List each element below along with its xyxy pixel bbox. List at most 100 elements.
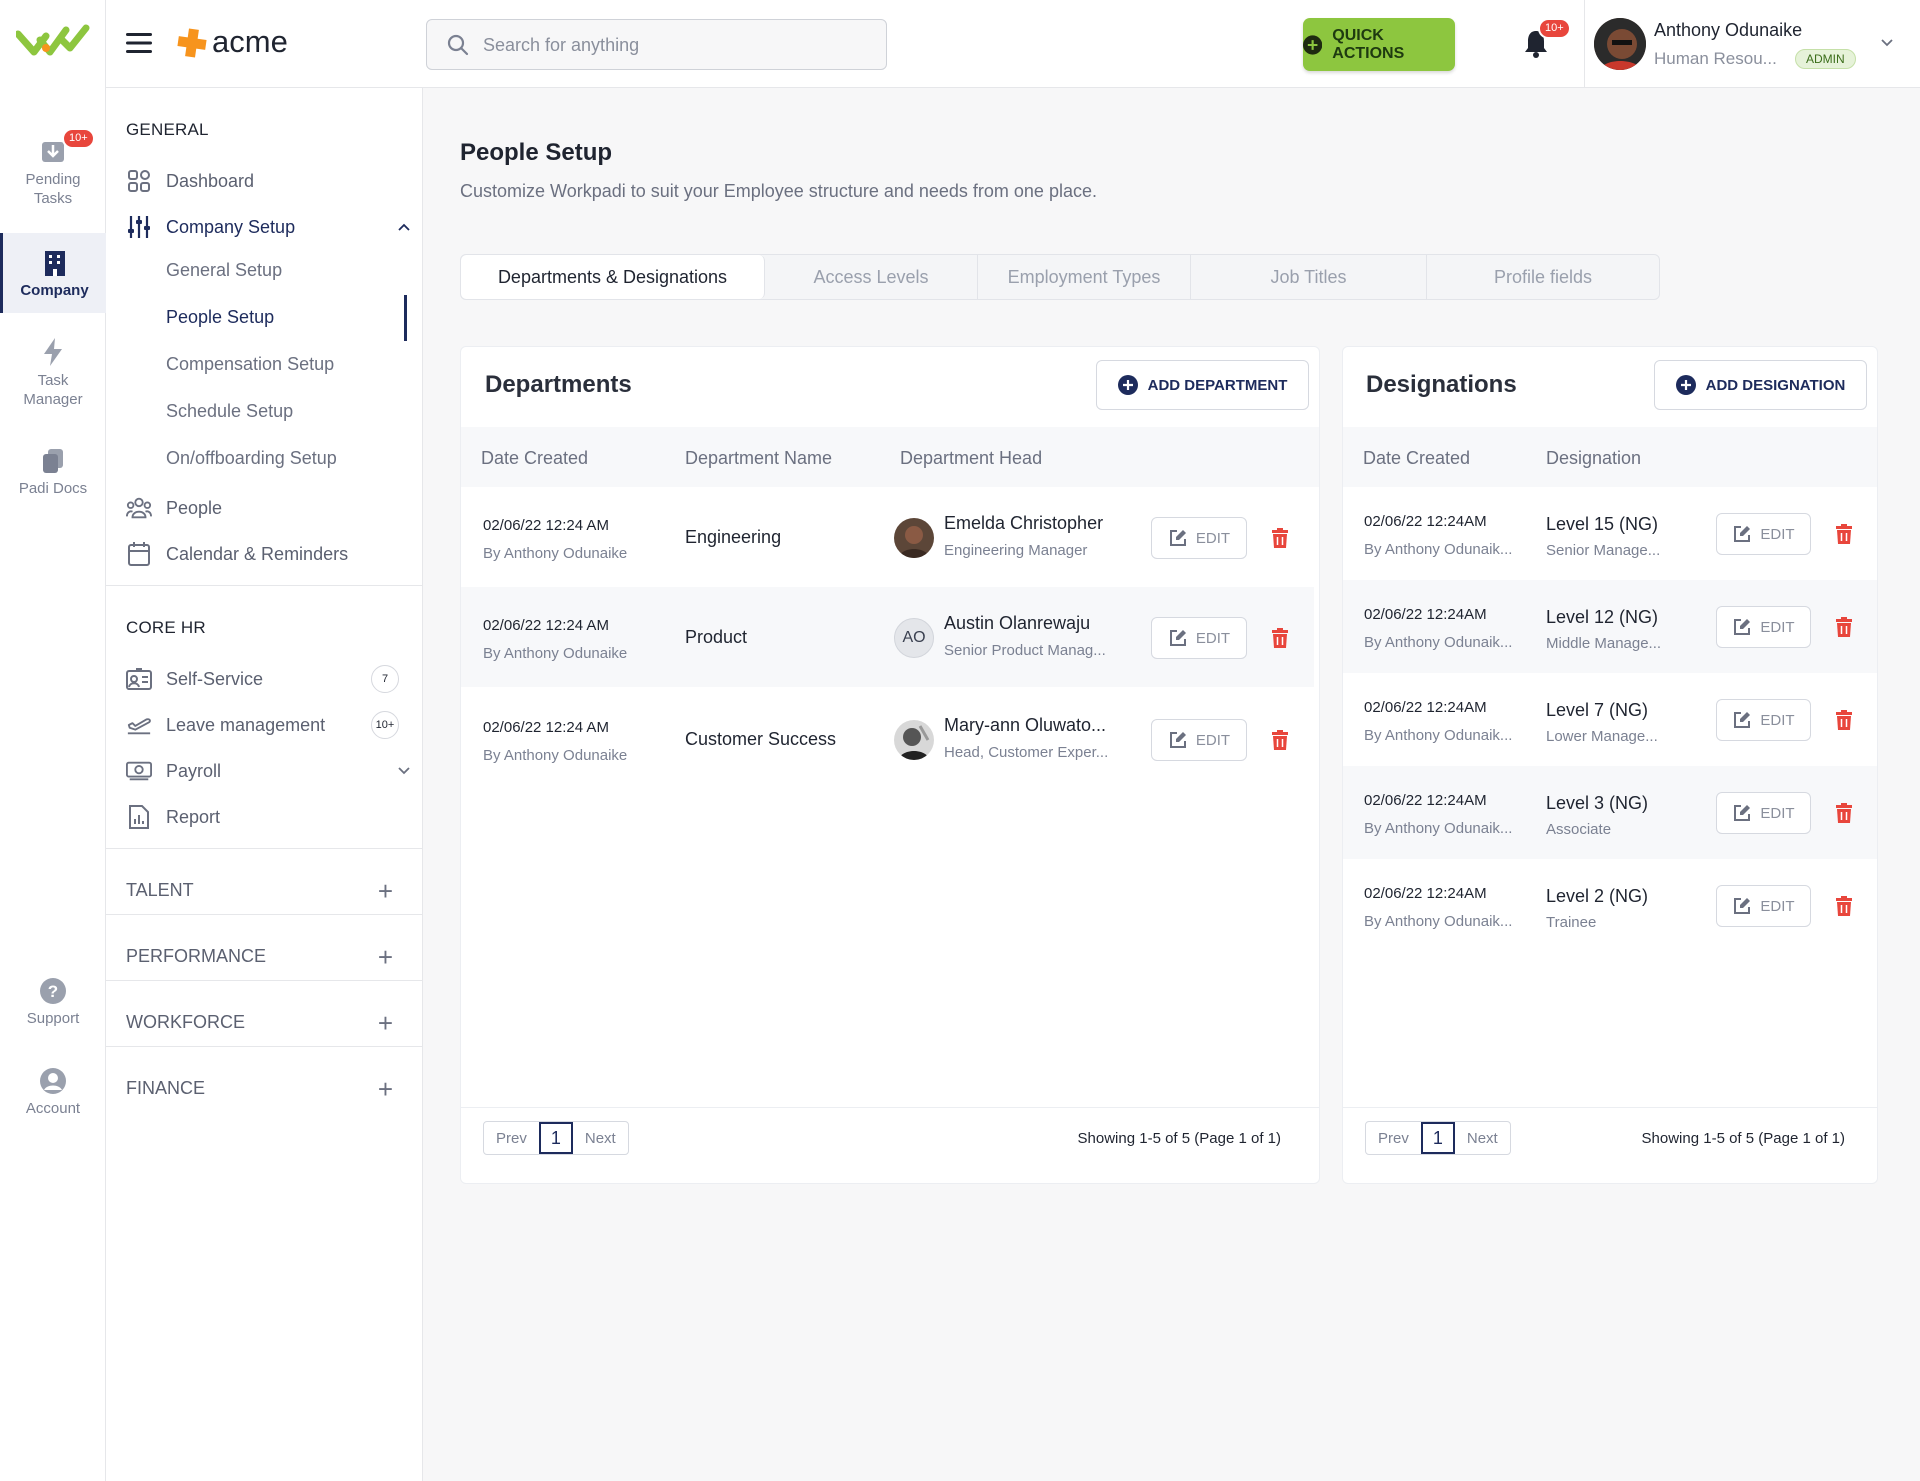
table-row[interactable]: 02/06/22 12:24 AM By Anthony Odunaike Pr… [461, 587, 1314, 687]
edit-button[interactable]: EDIT [1716, 885, 1811, 927]
trash-icon[interactable] [1833, 802, 1855, 824]
add-designation-button[interactable]: ADD DESIGNATION [1654, 360, 1867, 410]
workpadi-logo[interactable] [16, 18, 90, 64]
search-input[interactable]: Search for anything [483, 35, 640, 55]
sidebar-subitem-general-setup[interactable]: General Setup [166, 260, 283, 280]
department-head-name: Austin Olanrewaju [944, 613, 1091, 633]
rail-support[interactable]: ? Support [0, 977, 106, 1028]
table-row[interactable]: 02/06/22 12:24AM By Anthony Odunaik... L… [1343, 580, 1877, 673]
sidebar-divider [106, 848, 423, 849]
hamburger-menu-icon[interactable] [126, 32, 152, 54]
plus-icon[interactable]: + [377, 876, 393, 906]
designation-level: Trainee [1546, 914, 1597, 931]
table-row[interactable]: 02/06/22 12:24 AM By Anthony Odunaike En… [461, 487, 1319, 587]
rail-task-manager[interactable]: Task Manager [0, 337, 106, 409]
sidebar-group-workforce[interactable]: WORKFORCE + [126, 1008, 411, 1038]
edit-button[interactable]: EDIT [1716, 513, 1811, 555]
rail-account[interactable]: Account [0, 1067, 106, 1118]
tab-departments-designations[interactable]: Departments & Designations [461, 255, 765, 299]
sidebar-item-company-setup[interactable]: Company Setup [126, 210, 411, 244]
brand-name: acme [212, 24, 288, 59]
plus-icon[interactable]: + [377, 1008, 393, 1038]
designation-level: Lower Manage... [1546, 728, 1658, 745]
trash-icon[interactable] [1833, 616, 1855, 638]
table-row[interactable]: 02/06/22 12:24 AM By Anthony Odunaike Cu… [461, 689, 1319, 789]
trash-icon[interactable] [1269, 729, 1291, 751]
quick-actions-label: QUICK ACTIONS [1332, 26, 1405, 62]
group-label: WORKFORCE [126, 1012, 245, 1032]
svg-text:?: ? [48, 982, 58, 1001]
rail-padi-docs[interactable]: Padi Docs [0, 447, 106, 498]
edit-button[interactable]: EDIT [1716, 792, 1811, 834]
sidebar-subitem-schedule-setup[interactable]: Schedule Setup [166, 401, 294, 421]
departments-card: Departments ADD DEPARTMENT Date Created … [460, 346, 1320, 1184]
quick-actions-button[interactable]: QUICK ACTIONS [1303, 18, 1455, 71]
sidebar-subitem-onoffboarding-setup[interactable]: On/offboarding Setup [166, 448, 337, 468]
designation-name: Level 7 (NG) [1546, 700, 1649, 720]
table-row[interactable]: 02/06/22 12:24AM By Anthony Odunaik... L… [1343, 487, 1877, 580]
page-number[interactable]: 1 [1420, 1122, 1455, 1154]
edit-button[interactable]: EDIT [1151, 517, 1247, 559]
next-button[interactable]: Next [1466, 1129, 1498, 1147]
plus-icon[interactable]: + [377, 1074, 393, 1104]
edit-button[interactable]: EDIT [1716, 699, 1811, 741]
edit-button[interactable]: EDIT [1716, 606, 1811, 648]
trash-icon[interactable] [1833, 709, 1855, 731]
chevron-down-icon[interactable] [397, 766, 411, 776]
sidebar-item-people[interactable]: People [126, 491, 411, 525]
sidebar-item-leave-management[interactable]: Leave management 10+ [126, 708, 411, 742]
trash-icon[interactable] [1833, 523, 1855, 545]
sidebar-item-label: Report [166, 806, 221, 827]
chevron-down-icon[interactable] [1880, 38, 1894, 48]
section-title-core-hr: CORE HR [126, 618, 206, 637]
pending-badge: 10+ [62, 128, 95, 149]
table-row[interactable]: 02/06/22 12:24AM By Anthony Odunaik... L… [1343, 766, 1877, 859]
sidebar-group-finance[interactable]: FINANCE + [126, 1074, 411, 1104]
rail-label: Pending [25, 171, 81, 188]
edit-icon [1169, 732, 1186, 748]
user-avatar[interactable] [1594, 18, 1646, 70]
plus-icon[interactable]: + [377, 942, 393, 972]
tab-profile-fields[interactable]: Profile fields [1493, 266, 1593, 287]
edit-button[interactable]: EDIT [1151, 719, 1247, 761]
department-head-name: Mary-ann Oluwato... [944, 715, 1107, 735]
card-footer-divider [461, 1107, 1319, 1108]
tab-employment-types[interactable]: Employment Types [978, 255, 1191, 299]
top-bar: acme Search for anything QUICK ACTIONS 1… [106, 0, 1920, 88]
table-row[interactable]: 02/06/22 12:24AM By Anthony Odunaik... L… [1343, 673, 1877, 766]
tab-job-titles[interactable]: Job Titles [1191, 255, 1427, 299]
chevron-up-icon[interactable] [397, 222, 411, 232]
add-department-label: ADD DEPARTMENT [1147, 376, 1288, 394]
notifications-button[interactable]: 10+ [1522, 18, 1571, 62]
trash-icon[interactable] [1833, 895, 1855, 917]
sidebar-group-talent[interactable]: TALENT + [126, 876, 411, 906]
add-department-button[interactable]: ADD DEPARTMENT [1096, 360, 1309, 410]
table-row[interactable]: 02/06/22 12:24AM By Anthony Odunaik... L… [1343, 859, 1877, 952]
rail-pending-tasks[interactable]: Pending Tasks 10+ [0, 128, 106, 208]
rail-label: Support [26, 1010, 80, 1027]
search-box[interactable]: Search for anything [426, 19, 887, 70]
sidebar-group-performance[interactable]: PERFORMANCE + [126, 942, 411, 972]
page-number[interactable]: 1 [538, 1122, 573, 1154]
edit-button[interactable]: EDIT [1151, 617, 1247, 659]
rail-company[interactable]: Company [0, 233, 106, 313]
created-by: By Anthony Odunaik... [1364, 541, 1513, 558]
tab-access-levels[interactable]: Access Levels [765, 255, 978, 299]
sidebar-subitem-people-setup[interactable]: People Setup [166, 307, 275, 327]
rail-label: Manager [23, 391, 83, 408]
next-button[interactable]: Next [584, 1129, 616, 1147]
sidebar-item-report[interactable]: Report [126, 800, 411, 834]
avatar-photo [894, 518, 934, 558]
sidebar-item-self-service[interactable]: Self-Service 7 [126, 662, 411, 696]
grid-icon [128, 170, 150, 192]
sidebar-item-dashboard[interactable]: Dashboard [126, 164, 411, 198]
download-tray-icon [42, 142, 64, 162]
sidebar-item-label: Self-Service [166, 668, 264, 689]
trash-icon[interactable] [1269, 627, 1291, 649]
sidebar-item-payroll[interactable]: Payroll [126, 754, 411, 788]
trash-icon[interactable] [1269, 527, 1291, 549]
sidebar-item-calendar[interactable]: Calendar & Reminders [126, 537, 411, 571]
prev-button[interactable]: Prev [496, 1129, 527, 1147]
prev-button[interactable]: Prev [1378, 1129, 1409, 1147]
sidebar-subitem-compensation-setup[interactable]: Compensation Setup [166, 354, 335, 374]
